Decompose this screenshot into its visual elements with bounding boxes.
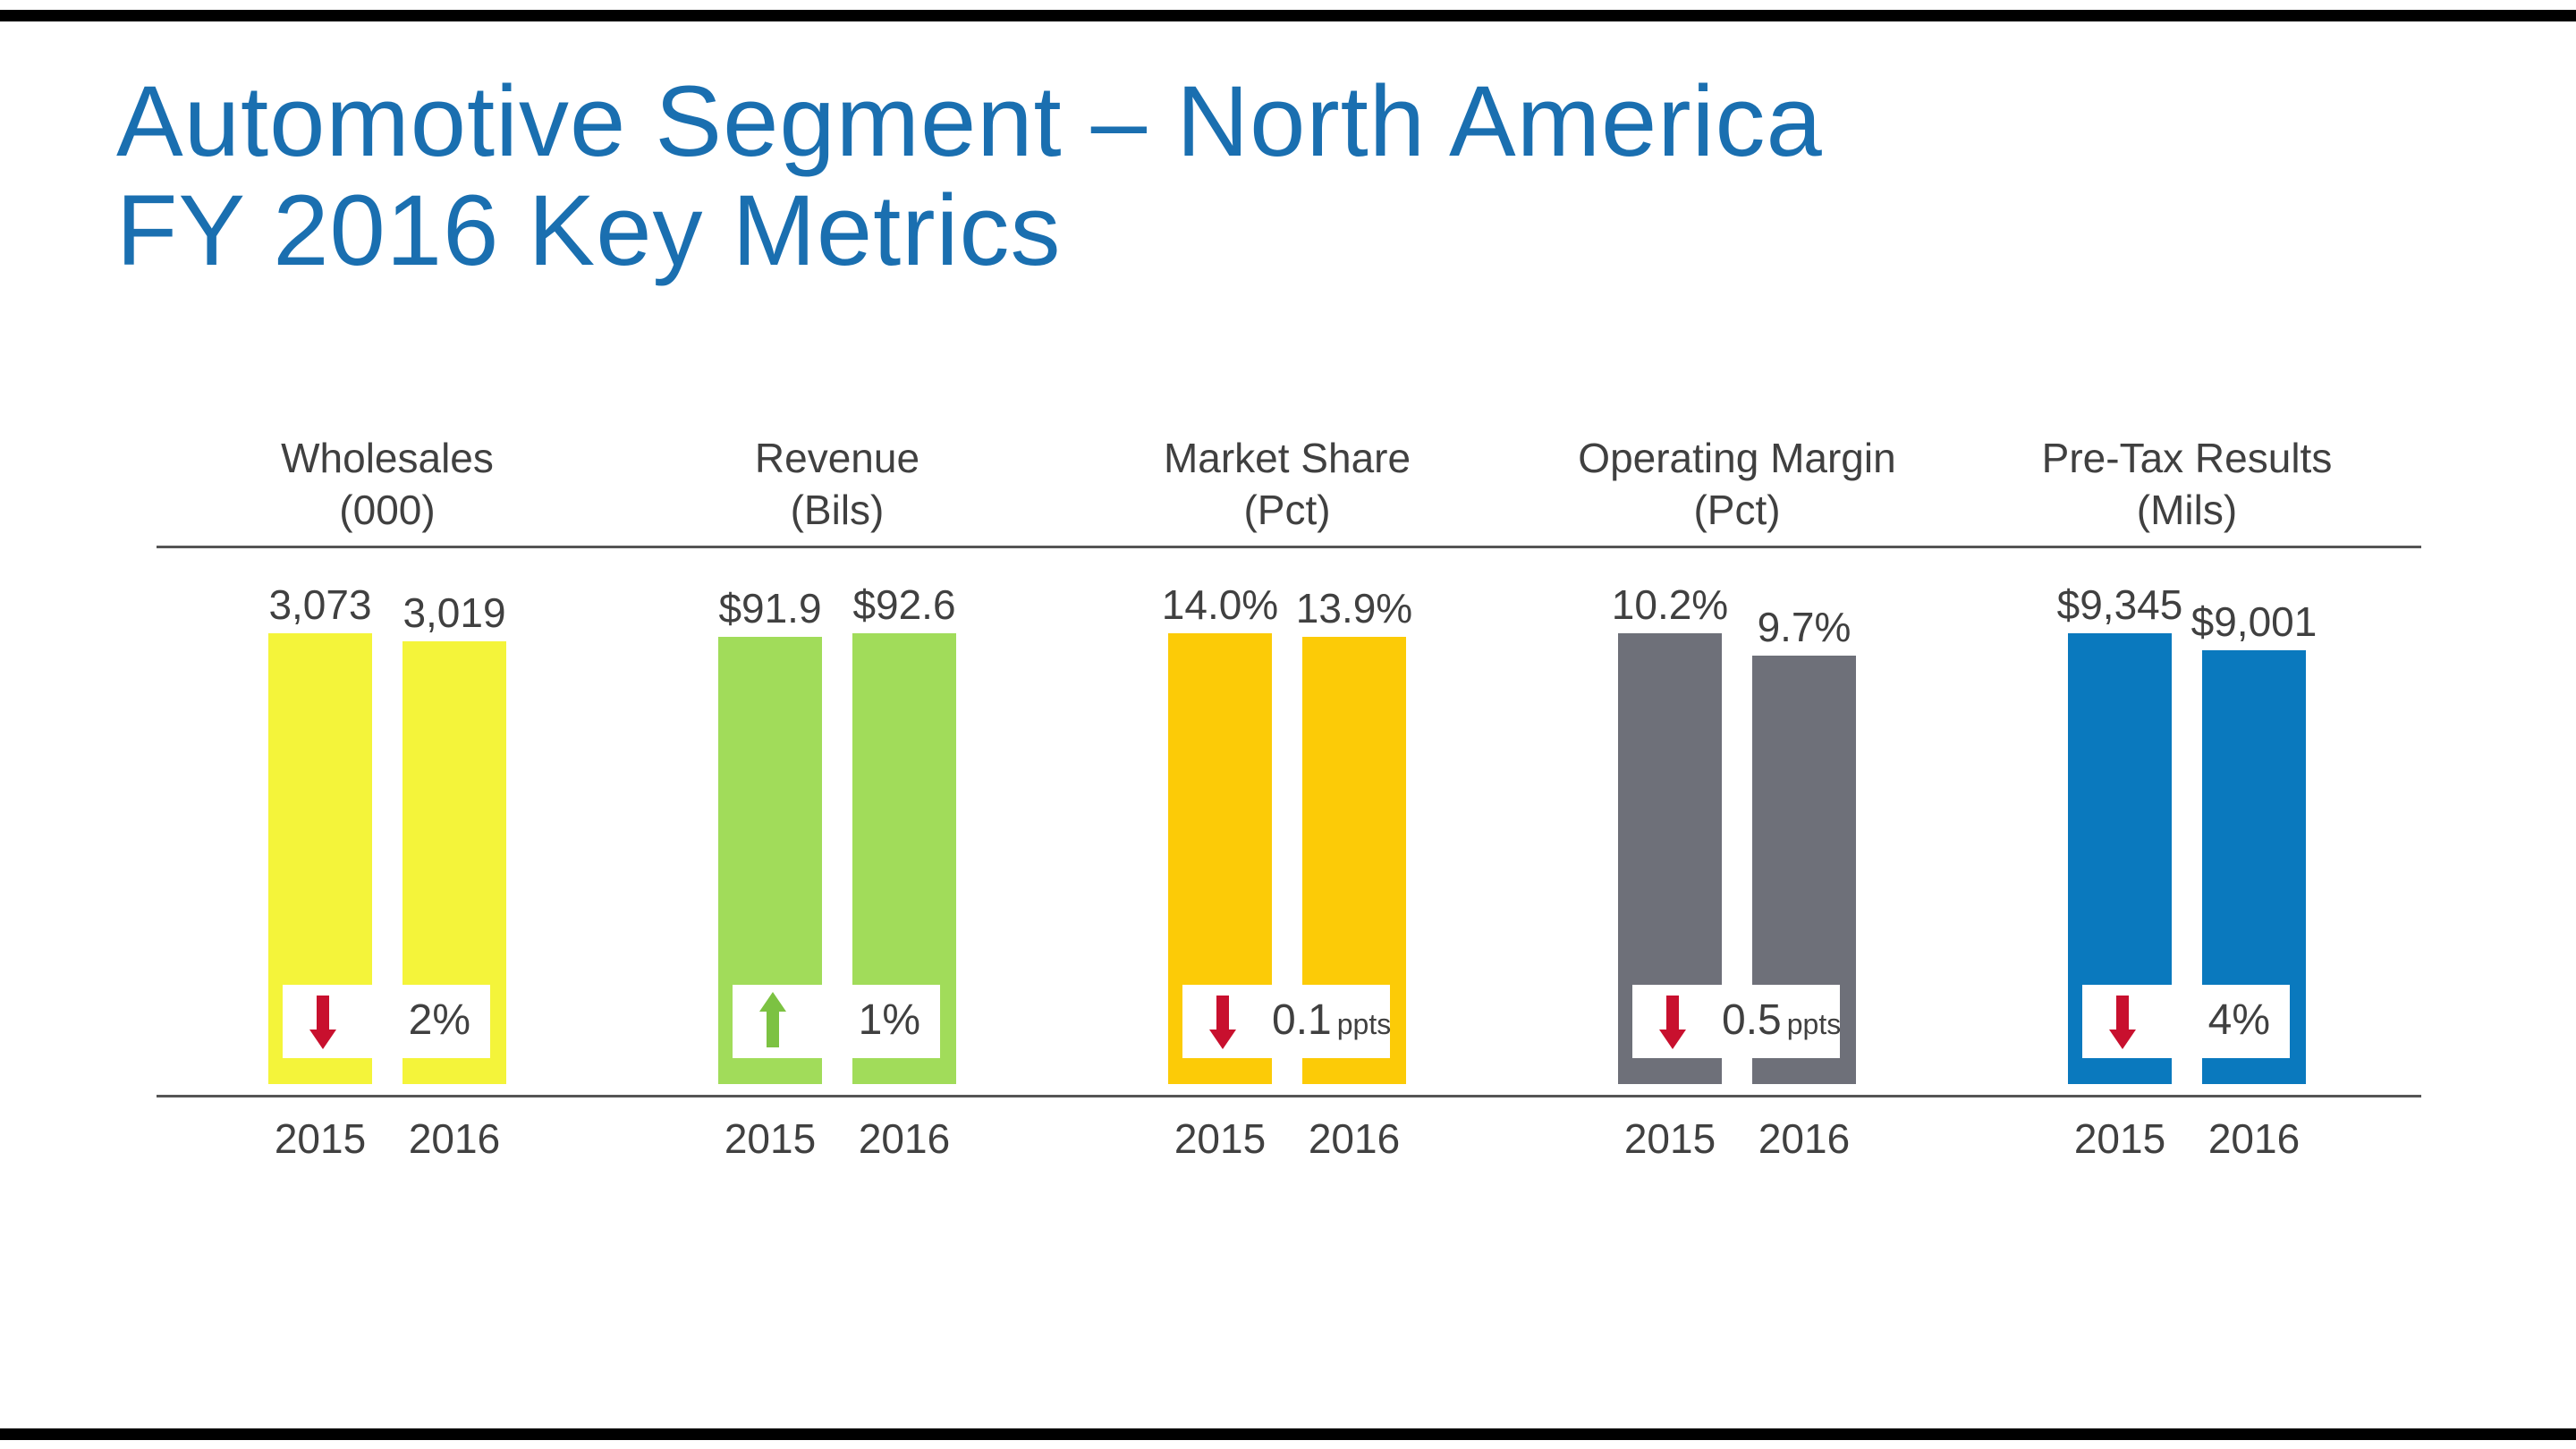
change-value: 0.1: [1272, 996, 1332, 1044]
year-label-2016: 2016: [2207, 1115, 2301, 1162]
metric-header-revenue: Revenue (Bils): [658, 432, 1016, 536]
change-badge-market-share: 0.1 ppts: [1182, 985, 1391, 1058]
change-value-text: 2%: [409, 994, 470, 1047]
arrow-down-icon: [309, 996, 336, 1049]
bar-value-label: 10.2%: [1611, 581, 1729, 628]
year-label-2016: 2016: [408, 1115, 501, 1162]
top-border-band: [0, 10, 2576, 21]
header-divider-line: [157, 546, 2421, 548]
bottom-border-band: [0, 1428, 2576, 1440]
year-label-2016: 2016: [1758, 1115, 1851, 1162]
arrow-down-icon: [1659, 996, 1686, 1049]
title-line-2: FY 2016 Key Metrics: [116, 174, 1062, 286]
metric-unit: (000): [339, 487, 436, 533]
year-label-2016: 2016: [1308, 1115, 1401, 1162]
metric-name: Market Share: [1163, 435, 1411, 481]
change-badge-pre-tax-results: 4%: [2082, 985, 2290, 1058]
metric-name: Wholesales: [281, 435, 494, 481]
metric-header-market-share: Market Share (Pct): [1108, 432, 1466, 536]
year-label-2015: 2015: [1623, 1115, 1716, 1162]
metric-name: Pre-Tax Results: [2041, 435, 2333, 481]
bar-value-label: $9,345: [2056, 581, 2183, 628]
change-value: 1%: [858, 996, 920, 1044]
bar-value-label: $91.9: [718, 584, 822, 631]
change-value-text: 1%: [859, 994, 920, 1047]
year-label-2016: 2016: [858, 1115, 951, 1162]
change-unit: ppts: [1786, 1008, 1842, 1040]
metric-name: Revenue: [754, 435, 920, 481]
year-label-2015: 2015: [724, 1115, 817, 1162]
change-value: 0.5: [1722, 996, 1782, 1044]
change-badge-revenue: 1%: [733, 985, 940, 1058]
year-label-2015: 2015: [2073, 1115, 2166, 1162]
metric-unit: (Mils): [2136, 487, 2238, 533]
bar-value-label: 3,019: [402, 589, 506, 636]
change-value-text: 4%: [2208, 994, 2270, 1047]
metric-header-wholesales: Wholesales (000): [208, 432, 566, 536]
arrow-down-icon: [2109, 996, 2136, 1049]
chart-baseline: [157, 1095, 2421, 1097]
bar-value-label: 13.9%: [1295, 584, 1413, 631]
change-value: 4%: [2207, 996, 2270, 1044]
bar-value-label: 14.0%: [1161, 581, 1279, 628]
year-label-2015: 2015: [1174, 1115, 1267, 1162]
metric-unit: (Pct): [1693, 487, 1781, 533]
change-value: 2%: [408, 996, 470, 1044]
change-value-text: 0.1 ppts: [1272, 994, 1391, 1051]
bar-value-label: 3,073: [268, 581, 372, 628]
metric-unit: (Bils): [790, 487, 885, 533]
bar-value-label: $9,001: [2190, 597, 2318, 645]
year-label-2015: 2015: [274, 1115, 367, 1162]
bar-value-label: 9.7%: [1757, 603, 1852, 650]
metric-header-pre-tax-results: Pre-Tax Results (Mils): [2008, 432, 2366, 536]
change-unit: ppts: [1336, 1008, 1392, 1040]
bar-value-label: $92.6: [852, 581, 956, 628]
change-badge-wholesales: 2%: [283, 985, 490, 1058]
metric-header-operating-margin: Operating Margin (Pct): [1558, 432, 1916, 536]
arrow-up-icon: [759, 992, 786, 1047]
change-value-text: 0.5 ppts: [1722, 994, 1841, 1051]
arrow-down-icon: [1209, 996, 1236, 1049]
metric-name: Operating Margin: [1578, 435, 1896, 481]
metric-unit: (Pct): [1243, 487, 1331, 533]
title-line-1: Automotive Segment – North America: [116, 65, 1823, 177]
slide-title: Automotive Segment – North America FY 20…: [116, 67, 1823, 285]
change-badge-operating-margin: 0.5 ppts: [1632, 985, 1841, 1058]
